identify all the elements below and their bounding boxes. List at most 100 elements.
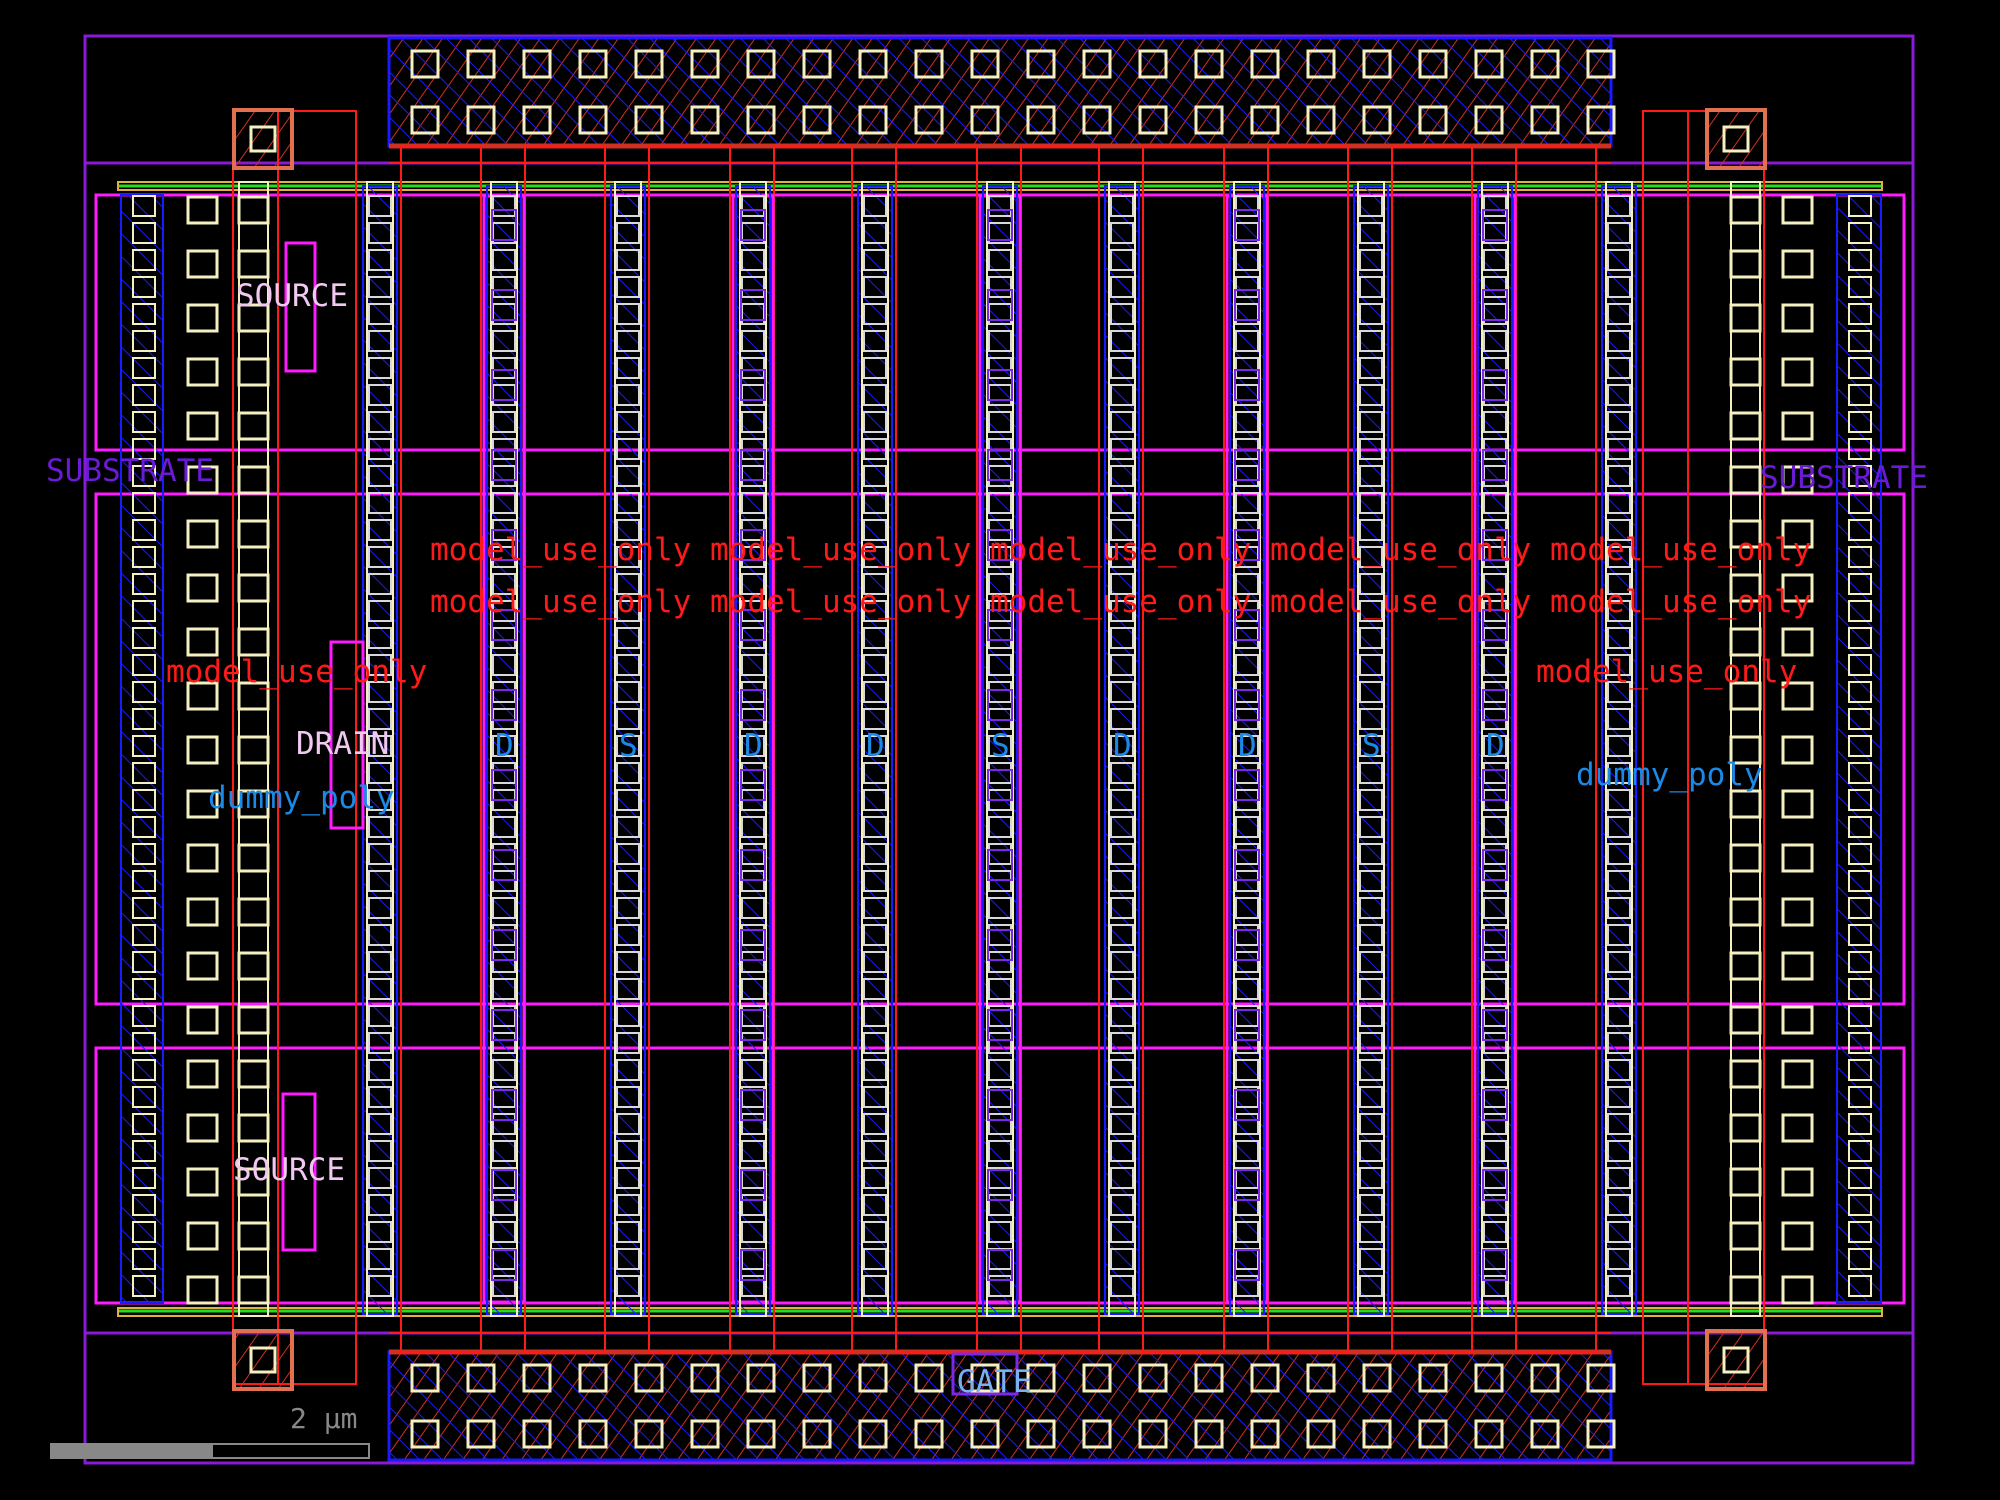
finger-contact	[616, 1086, 640, 1108]
finger-contact	[1607, 573, 1631, 595]
substrate-contact	[1848, 924, 1872, 946]
tap-contact	[186, 249, 219, 279]
terminal-label: D	[495, 728, 514, 764]
gate-contact	[1194, 1419, 1224, 1449]
finger-contact	[368, 1113, 392, 1135]
via	[987, 1249, 1013, 1281]
finger-contact	[1110, 465, 1134, 487]
corner-contact-inner	[1722, 125, 1750, 153]
substrate-contact	[132, 627, 156, 649]
tap-contact	[1781, 1221, 1814, 1251]
finger-contact	[1110, 654, 1134, 676]
finger-contact	[1359, 222, 1383, 244]
finger-contact	[1110, 1005, 1134, 1027]
finger-contact	[1359, 951, 1383, 973]
via	[1234, 689, 1260, 721]
via	[1234, 1169, 1260, 1201]
substrate-contact	[1848, 600, 1872, 622]
gate-contact	[914, 49, 944, 79]
tap-contact	[1781, 627, 1814, 657]
finger-contact	[368, 735, 392, 757]
via	[1482, 1249, 1508, 1281]
finger-contact	[1359, 600, 1383, 622]
gate-contact	[1474, 1363, 1504, 1393]
finger-contact	[1359, 438, 1383, 460]
finger-contact	[616, 951, 640, 973]
finger-contact	[863, 330, 887, 352]
gate-contact	[1306, 105, 1336, 135]
gate-contact	[522, 1419, 552, 1449]
finger-contact	[988, 951, 1012, 973]
finger-contact	[616, 1032, 640, 1054]
finger-contact	[616, 1005, 640, 1027]
substrate-contact	[1848, 681, 1872, 703]
finger-contact	[1359, 843, 1383, 865]
finger-contact	[1235, 573, 1259, 595]
finger-contact	[1359, 708, 1383, 730]
finger-contact	[492, 1194, 516, 1216]
finger-outline	[1357, 181, 1385, 1317]
tap-contact	[186, 951, 219, 981]
strap-right	[1642, 110, 1765, 1385]
via	[1234, 449, 1260, 481]
finger-contact	[1110, 735, 1134, 757]
finger-contact	[1607, 1140, 1631, 1162]
substrate-contact	[132, 519, 156, 541]
tap-contact	[186, 1167, 219, 1197]
model-use-only-label-left: model_use_only	[166, 654, 427, 690]
finger-contact	[863, 735, 887, 757]
finger-contact	[988, 897, 1012, 919]
finger-contact	[863, 1248, 887, 1270]
substrate-contact	[1848, 249, 1872, 271]
tap-contact	[1781, 249, 1814, 279]
gate-contact	[410, 1363, 440, 1393]
finger-contact	[988, 654, 1012, 676]
finger-contact	[863, 384, 887, 406]
finger-contact	[1235, 276, 1259, 298]
gate-poly-finger	[1267, 146, 1349, 1353]
finger-contact	[1110, 924, 1134, 946]
gate-contact	[1362, 105, 1392, 135]
gate-contact	[802, 1363, 832, 1393]
gate-poly-finger	[1142, 146, 1225, 1353]
tap-contact	[1781, 843, 1814, 873]
finger-contact	[1235, 330, 1259, 352]
finger-contact	[368, 924, 392, 946]
finger-contact	[368, 222, 392, 244]
pin-source-top	[284, 241, 317, 373]
substrate-contact	[132, 1194, 156, 1216]
finger-outline	[366, 181, 394, 1317]
substrate-contact	[1848, 843, 1872, 865]
finger-contact	[616, 735, 640, 757]
substrate-contact	[1848, 627, 1872, 649]
finger-contact	[616, 1248, 640, 1270]
finger-outline	[1108, 181, 1136, 1317]
finger-contact	[863, 1221, 887, 1243]
finger-contact	[1359, 897, 1383, 919]
finger-contact	[863, 627, 887, 649]
finger-contact	[1607, 276, 1631, 298]
finger-contact	[863, 249, 887, 271]
tap-contact	[1781, 195, 1814, 225]
via	[1234, 369, 1260, 401]
tap-contact	[237, 1221, 270, 1251]
finger-contact	[1110, 1059, 1134, 1081]
substrate-contact	[1848, 573, 1872, 595]
gate-contact	[1138, 1363, 1168, 1393]
finger-contact	[1607, 492, 1631, 514]
tap-contact	[186, 1005, 219, 1035]
gate-contact	[1138, 1419, 1168, 1449]
substrate-contact	[132, 195, 156, 217]
finger-contact	[1607, 708, 1631, 730]
finger-contact	[492, 1221, 516, 1243]
substrate-contact	[132, 249, 156, 271]
finger-contact	[741, 816, 765, 838]
substrate-contact	[132, 843, 156, 865]
finger-contact	[741, 276, 765, 298]
gate-contact	[410, 1419, 440, 1449]
via	[740, 609, 766, 641]
gate-contact	[1250, 1363, 1280, 1393]
gate-contact	[1026, 1363, 1056, 1393]
gate-contact	[1026, 1419, 1056, 1449]
